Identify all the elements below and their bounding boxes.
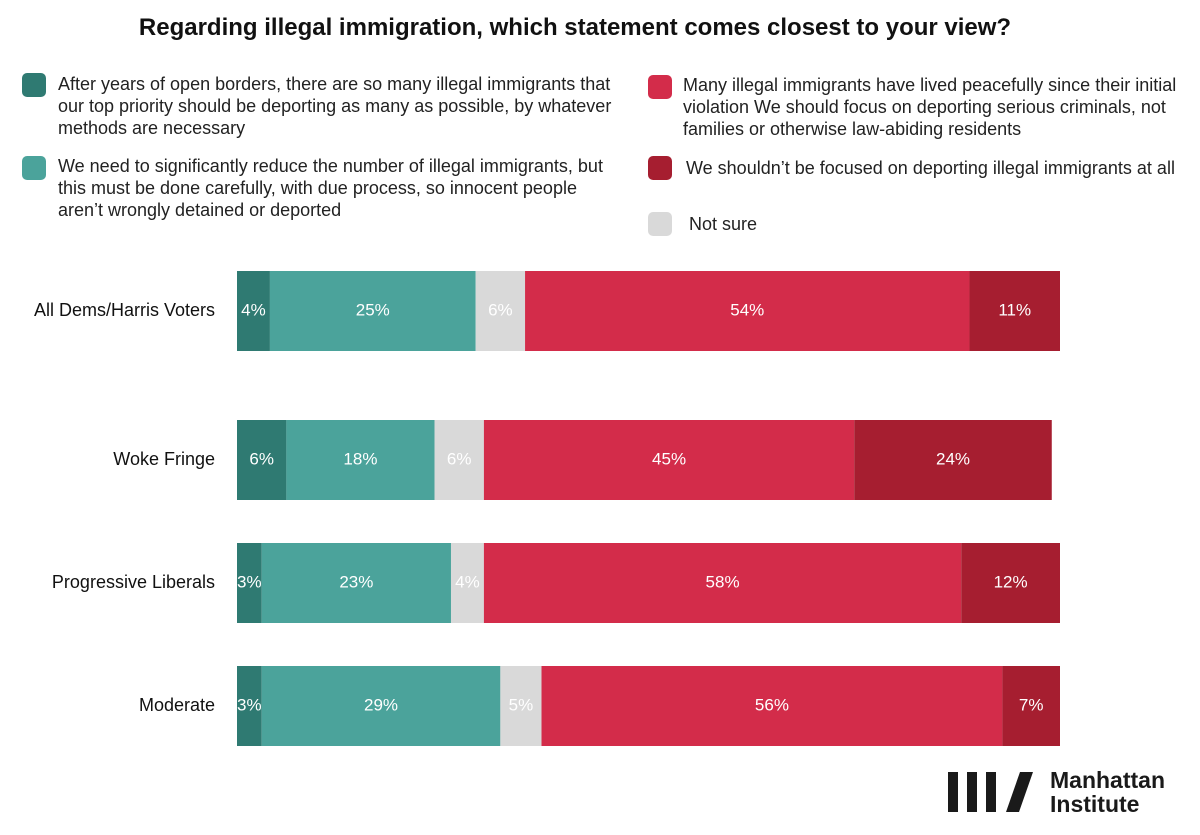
value-label: 4%: [455, 572, 480, 591]
legend-swatch: [22, 156, 46, 180]
legend-label: After years of open borders, there are s…: [58, 74, 612, 138]
value-label: 23%: [339, 572, 373, 591]
value-label: 56%: [755, 695, 789, 714]
value-label: 7%: [1019, 695, 1044, 714]
legend-swatch: [648, 156, 672, 180]
bar-segment: [854, 420, 1052, 500]
bar-segment: [261, 666, 501, 746]
value-label: 58%: [706, 572, 740, 591]
value-label: 11%: [998, 300, 1031, 319]
value-label: 24%: [936, 449, 970, 468]
bar-segment: [961, 543, 1060, 623]
bar-segment: [969, 271, 1060, 351]
value-label: 6%: [447, 449, 472, 468]
value-label: 5%: [509, 695, 534, 714]
value-label: 54%: [730, 300, 764, 319]
category-label: Progressive Liberals: [52, 572, 215, 592]
logo-line: Manhattan: [1050, 767, 1165, 793]
bar-segment: [269, 271, 476, 351]
category-label: All Dems/Harris Voters: [34, 300, 215, 320]
value-label: 4%: [241, 300, 266, 319]
legend-label: We shouldn’t be focused on deporting ill…: [686, 158, 1175, 178]
logo-text: Manhattan Institute: [1050, 768, 1165, 816]
legend-swatch: [648, 212, 672, 236]
bar-segment: [261, 543, 451, 623]
value-label: 3%: [237, 572, 262, 591]
legend-swatch: [22, 73, 46, 97]
value-label: 25%: [356, 300, 390, 319]
value-label: 29%: [364, 695, 398, 714]
value-label: 3%: [237, 695, 262, 714]
logo-mark: [948, 772, 1033, 812]
chart-title: Regarding illegal immigration, which sta…: [138, 14, 1012, 41]
bar-segment: [475, 271, 526, 351]
value-label: 12%: [994, 572, 1028, 591]
bar-segment: [483, 543, 962, 623]
category-label: Woke Fringe: [113, 449, 215, 469]
bar-segment: [237, 420, 287, 500]
value-label: 45%: [652, 449, 686, 468]
bar-segment: [237, 666, 262, 746]
logo-line: Institute: [1050, 791, 1140, 817]
bar-segment: [483, 420, 855, 500]
legend-label: Not sure: [689, 214, 758, 234]
legend-swatch: [648, 75, 672, 99]
bar-segment: [286, 420, 435, 500]
bar-segment: [434, 420, 484, 500]
value-label: 18%: [343, 449, 377, 468]
bar-segment: [500, 666, 542, 746]
legend-label: Many illegal immigrants have lived peace…: [683, 75, 1177, 139]
bar-segment: [541, 666, 1003, 746]
value-label: 6%: [488, 300, 513, 319]
bar-segment: [450, 543, 484, 623]
bar-segment: [237, 271, 270, 351]
value-label: 6%: [249, 449, 274, 468]
bar-segment: [237, 543, 262, 623]
legend-label: We need to significantly reduce the numb…: [58, 156, 603, 220]
category-label: Moderate: [139, 695, 215, 715]
bar-segment: [525, 271, 970, 351]
bar-segment: [1002, 666, 1060, 746]
